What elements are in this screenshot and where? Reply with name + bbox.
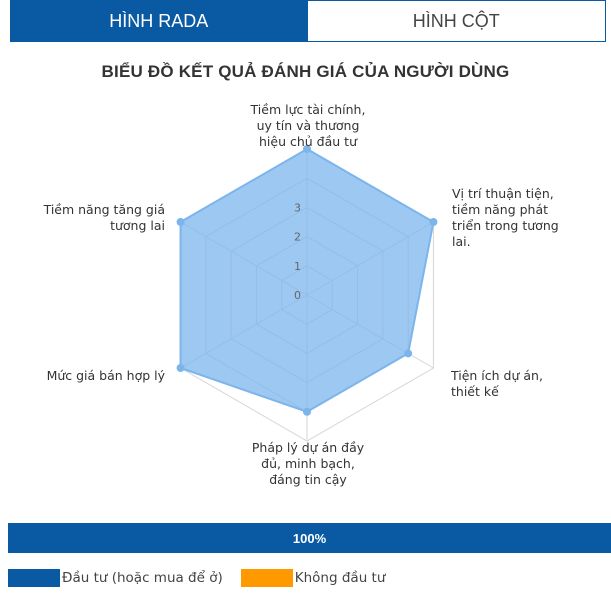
- legend: Đầu tư (hoặc mua để ở) Không đầu tư: [8, 566, 403, 590]
- series-point-3: [303, 407, 311, 416]
- tick-label-1: 1: [294, 260, 301, 273]
- axis-label-location: Vị trí thuận tiện, tiềm năng phát triển …: [452, 186, 559, 249]
- legend-label-invest: Đầu tư (hoặc mua để ở): [62, 570, 223, 586]
- axis-label-financial-strength: Tiềm lực tài chính, uy tín và thương hiệ…: [250, 102, 366, 149]
- legend-label-not-invest: Không đầu tư: [294, 570, 386, 586]
- axis-label-price: Mức giá bán hợp lý: [46, 368, 165, 383]
- legend-item-not-invest[interactable]: Không đầu tư: [240, 569, 404, 587]
- progress-label: 100%: [292, 530, 327, 546]
- legend-item-invest[interactable]: Đầu tư (hoặc mua để ở): [8, 569, 241, 587]
- tick-label-0: 0: [294, 289, 301, 302]
- tab-column[interactable]: HÌNH CỘT: [307, 0, 606, 42]
- series-point-1: [429, 218, 438, 226]
- series-point-4: [176, 364, 185, 372]
- legend-swatch-invest: [8, 569, 60, 587]
- tick-label-2: 2: [294, 231, 301, 244]
- series-area-0: [179, 147, 435, 413]
- progress-bar: 100%: [8, 523, 611, 553]
- axis-label-amenities: Tiện ích dự án, thiết kế: [451, 368, 543, 399]
- series-point-2: [404, 349, 413, 358]
- tab-radar[interactable]: HÌNH RADA: [10, 0, 308, 42]
- chart-title: BIỂU ĐỒ KẾT QUẢ ĐÁNH GIÁ CỦA NGƯỜI DÙNG: [101, 62, 510, 81]
- radar-chart: 0 1 2 3: [176, 145, 438, 442]
- series-point-5: [176, 218, 185, 226]
- axis-label-legal: Pháp lý dự án đầy đủ, minh bạch, đáng ti…: [251, 440, 365, 487]
- tick-label-3: 3: [294, 201, 301, 214]
- legend-swatch-not-invest: [240, 569, 293, 587]
- series-point-0: [303, 145, 311, 153]
- axis-label-growth-potential: Tiềm năng tăng giá tương lai: [43, 202, 165, 233]
- chart-type-tabs: HÌNH RADA HÌNH CỘT: [10, 0, 606, 42]
